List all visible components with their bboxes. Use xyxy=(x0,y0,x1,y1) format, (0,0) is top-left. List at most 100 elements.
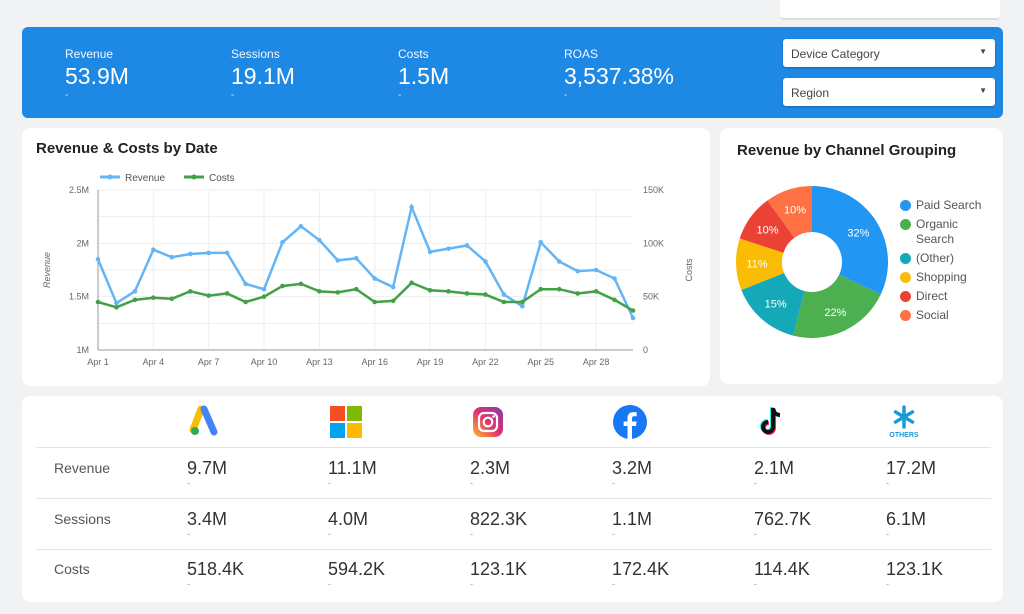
pie-slice-label: 22% xyxy=(824,307,846,319)
kpi-label: ROAS xyxy=(564,47,599,61)
data-point xyxy=(353,255,359,261)
region-dropdown[interactable]: Region ▼ xyxy=(783,78,995,106)
legend-item: Shopping xyxy=(900,270,1000,285)
kpi-sessions: Sessions 19.1M - xyxy=(231,47,295,101)
data-point xyxy=(151,247,156,253)
table-cell: 123.1K - xyxy=(886,559,944,589)
data-point xyxy=(446,289,451,294)
data-point xyxy=(317,289,322,294)
y-tick-label: 1.5M xyxy=(69,292,89,302)
data-point xyxy=(409,280,414,286)
legend-dot xyxy=(900,200,911,211)
cell-value: 2.1M xyxy=(754,458,795,478)
cell-value: 3.4M xyxy=(187,509,228,529)
legend-dot xyxy=(900,253,911,264)
cell-delta: - xyxy=(754,579,757,589)
data-point xyxy=(593,267,599,273)
data-point xyxy=(372,276,378,281)
device-category-dropdown[interactable]: Device Category ▼ xyxy=(783,39,995,67)
top-filter-edge xyxy=(780,0,1000,20)
legend-item: Direct xyxy=(900,289,1000,304)
google-ads-icon xyxy=(187,404,223,440)
x-tick-label: Apr 22 xyxy=(472,357,499,367)
legend-marker xyxy=(191,174,197,180)
legend-label: (Other) xyxy=(916,251,955,265)
row-label: Revenue xyxy=(54,460,111,476)
cell-value: 822.3K xyxy=(470,509,528,529)
pie-slice xyxy=(793,274,881,338)
cell-value: 9.7M xyxy=(187,458,228,478)
legend-label: Revenue xyxy=(125,173,165,184)
data-point xyxy=(206,293,211,298)
table-cell: 762.7K - xyxy=(754,509,812,539)
line-chart: Apr 1 Apr 4 Apr 7 Apr 10 Apr 13 Apr 16 Apr 19 A… xyxy=(42,173,694,367)
kpi-roas: ROAS 3,537.38% - xyxy=(564,47,674,101)
data-point xyxy=(243,281,248,287)
others-icon: OTHERS xyxy=(886,404,922,440)
pie-slice-label: 15% xyxy=(765,298,787,310)
data-point xyxy=(427,249,433,255)
y-axis-title: Revenue xyxy=(42,252,52,288)
table-cell: 2.3M - xyxy=(470,458,510,488)
pie-slice xyxy=(739,200,795,253)
legend-label: Costs xyxy=(209,173,235,184)
table-cell: 3.2M - xyxy=(612,458,652,488)
data-point xyxy=(114,300,119,306)
cell-delta: - xyxy=(187,529,190,539)
x-tick-label: Apr 28 xyxy=(583,357,610,367)
data-point xyxy=(169,296,175,302)
cell-delta: - xyxy=(328,579,331,589)
y-tick-label: 2.5M xyxy=(69,185,89,195)
x-tick-label: Apr 1 xyxy=(87,357,109,367)
data-point xyxy=(538,239,544,245)
kpi-delta: - xyxy=(231,90,235,101)
cell-delta: - xyxy=(886,478,889,488)
facebook-icon xyxy=(612,404,648,440)
table-cell: 1.1M - xyxy=(612,509,652,539)
pie-slice xyxy=(767,186,812,238)
data-point xyxy=(575,291,580,296)
data-point xyxy=(612,297,617,303)
cell-value: 518.4K xyxy=(187,559,245,579)
cell-value: 11.1M xyxy=(328,458,377,478)
data-point xyxy=(483,259,488,264)
y2-tick-label: 100K xyxy=(643,238,664,248)
pie-slice-label: 32% xyxy=(847,228,869,240)
table-cell: 4.0M - xyxy=(328,509,368,539)
legend-item: Social xyxy=(900,308,1000,323)
x-tick-label: Apr 25 xyxy=(527,357,554,367)
instagram-icon xyxy=(470,404,506,440)
cell-value: 762.7K xyxy=(754,509,812,529)
data-point xyxy=(224,291,230,296)
cell-value: 123.1K xyxy=(470,559,528,579)
data-point xyxy=(630,315,636,321)
data-point xyxy=(427,287,433,293)
data-point xyxy=(298,281,304,287)
legend-dot xyxy=(900,291,911,302)
data-point xyxy=(261,294,267,299)
microsoft-icon xyxy=(328,404,364,440)
data-point xyxy=(483,292,488,297)
others-label: OTHERS xyxy=(889,432,919,439)
legend-label: Direct xyxy=(916,289,948,303)
data-point xyxy=(538,286,544,292)
legend-item: Paid Search xyxy=(900,198,1000,213)
data-point xyxy=(556,259,562,264)
data-point xyxy=(353,286,359,292)
legend-label: Organic Search xyxy=(916,217,959,246)
chart-title: Revenue & Costs by Date xyxy=(36,140,218,157)
data-point xyxy=(520,303,525,309)
data-point xyxy=(335,258,341,263)
data-point xyxy=(390,284,396,290)
cell-value: 594.2K xyxy=(328,559,386,579)
data-point xyxy=(132,297,138,303)
x-tick-label: Apr 13 xyxy=(306,357,333,367)
y2-tick-label: 150K xyxy=(643,185,664,195)
divider xyxy=(36,498,991,499)
legend-marker xyxy=(107,174,113,180)
table-cell: 11.1M - xyxy=(328,458,377,488)
table-cell: 3.4M - xyxy=(187,509,228,539)
cell-delta: - xyxy=(612,529,615,539)
data-point xyxy=(114,305,119,310)
cell-value: 123.1K xyxy=(886,559,944,579)
